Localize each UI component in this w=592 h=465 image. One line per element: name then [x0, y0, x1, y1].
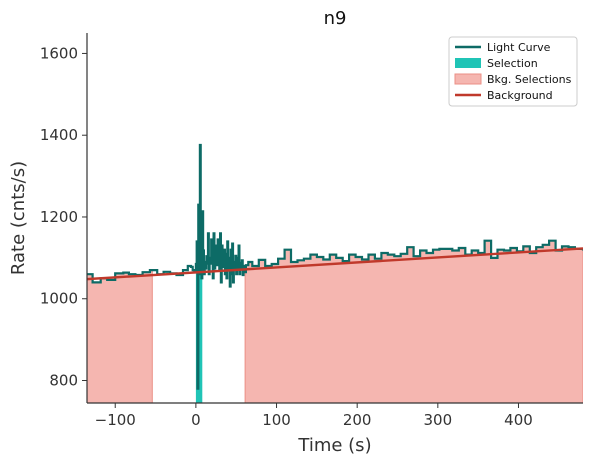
x-tick-label: 400 [504, 411, 533, 429]
x-tick-label: −100 [95, 411, 136, 429]
y-tick-label: 800 [49, 372, 78, 390]
legend-label: Background [487, 89, 553, 102]
legend-swatch-patch [454, 73, 482, 85]
axes [86, 33, 583, 404]
legend-box [448, 36, 578, 107]
plot-title: n9 [324, 8, 347, 29]
y-tick-label: 1000 [40, 290, 78, 308]
legend-swatch-patch [455, 58, 481, 68]
legend-label: Selection [487, 57, 538, 70]
y-axis-title: Rate (cnts/s) [8, 161, 29, 275]
legend-label: Light Curve [487, 41, 551, 54]
x-tick-label: 0 [191, 411, 201, 429]
x-axis-ticks: −100 0 100 200 300 400 [95, 403, 533, 429]
y-tick-label: 1200 [40, 208, 78, 226]
plot-area [87, 143, 583, 403]
legend: Light Curve Selection Bkg. Selections Backg… [448, 36, 578, 107]
x-axis-title: Time (s) [297, 435, 371, 456]
light-curve-line [87, 143, 583, 390]
y-tick-label: 1600 [40, 44, 78, 62]
bkg-selection-region-1 [87, 269, 153, 403]
x-tick-label: 100 [262, 411, 291, 429]
y-axis-ticks: 800 1000 1200 1400 1600 [40, 44, 87, 390]
legend-label: Bkg. Selections [487, 73, 572, 86]
y-tick-label: 1400 [40, 126, 78, 144]
x-tick-label: 200 [343, 411, 372, 429]
background-line [87, 247, 583, 281]
x-tick-label: 300 [424, 411, 453, 429]
